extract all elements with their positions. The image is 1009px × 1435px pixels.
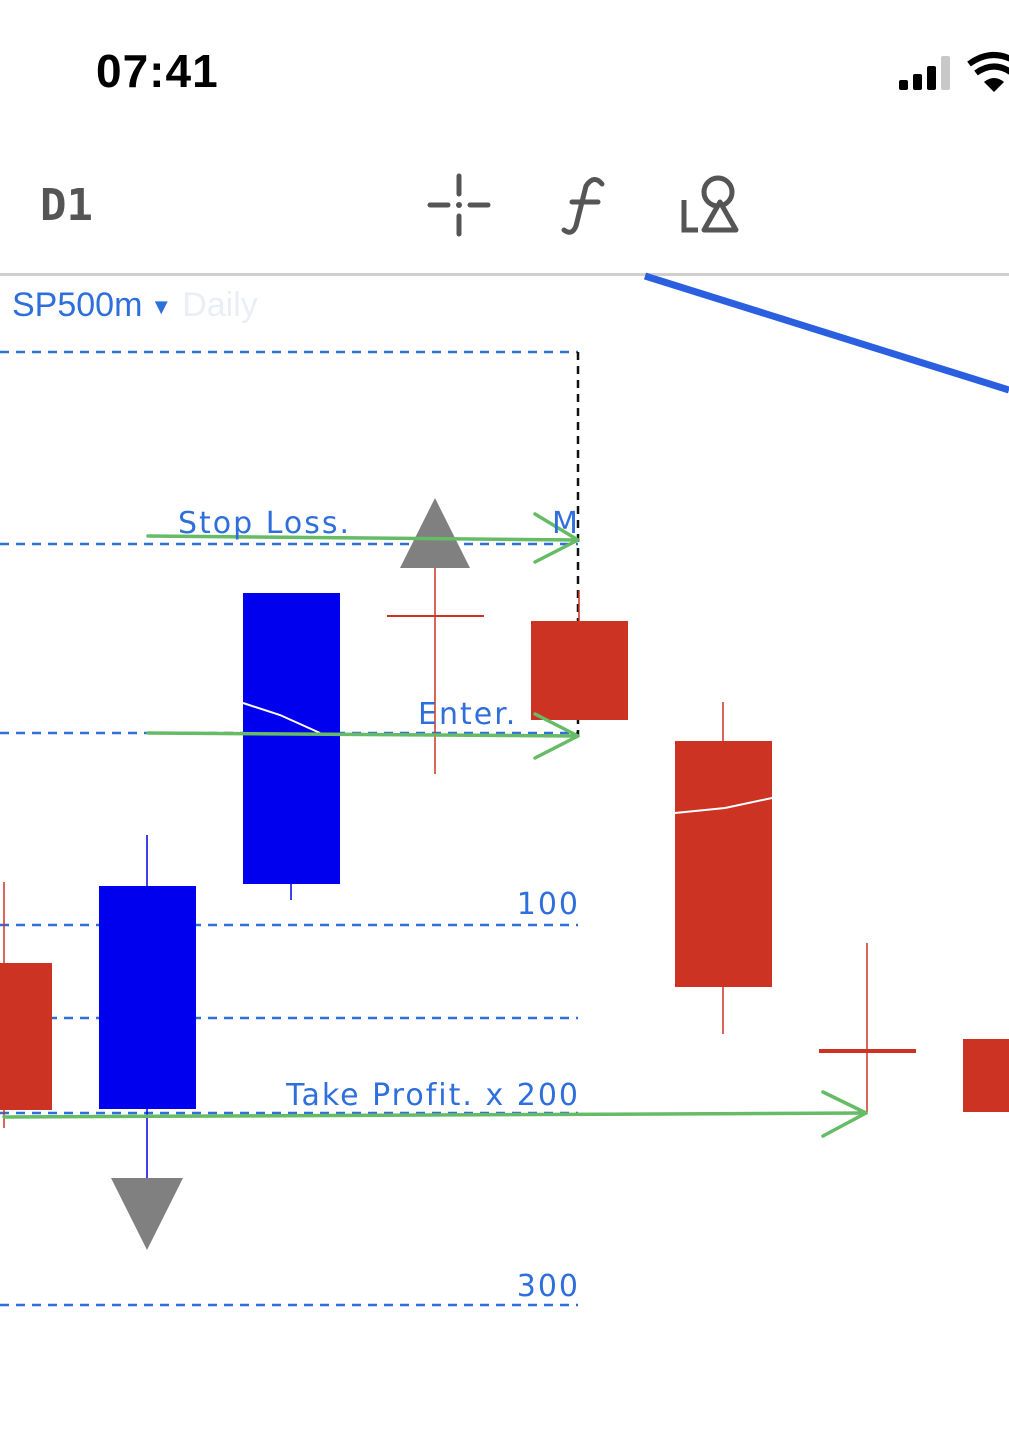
candle <box>242 593 340 900</box>
crosshair-icon[interactable] <box>424 170 494 240</box>
symbol-period: Daily <box>182 286 258 324</box>
stop-loss-arrow <box>146 512 580 564</box>
shapes-icon[interactable] <box>676 170 746 240</box>
candle <box>99 835 196 1178</box>
trend-line <box>643 272 1009 394</box>
stop-loss-label: Stop Loss. <box>178 506 351 541</box>
candle <box>0 882 52 1128</box>
candle <box>387 568 484 774</box>
take-profit-arrow <box>2 1090 868 1138</box>
function-icon[interactable] <box>550 170 620 240</box>
chart-toolbar: D1 <box>0 140 1009 276</box>
status-time: 07:41 <box>96 45 219 97</box>
sell-signal-triangle <box>400 498 470 568</box>
buy-signal-triangle <box>111 1178 183 1250</box>
candle <box>819 943 916 1112</box>
candles <box>0 568 1009 1178</box>
enter-arrow <box>146 712 580 760</box>
candle <box>963 1039 1009 1112</box>
level-100-label: 100 <box>517 887 580 922</box>
candle <box>674 702 773 1034</box>
enter-label: Enter. <box>418 697 517 732</box>
candle <box>531 590 628 720</box>
marker-label: M <box>552 506 580 541</box>
dropdown-caret-icon: ▼ <box>150 294 173 320</box>
signal-icon <box>899 56 950 90</box>
take-profit-label: Take Profit. x 200 <box>285 1078 580 1113</box>
symbol-name: SP500m <box>12 286 143 324</box>
timeframe-button[interactable]: D1 <box>40 180 93 231</box>
symbol-selector[interactable]: SP500m ▼ Daily <box>12 286 258 325</box>
level-300-label: 300 <box>517 1269 580 1304</box>
